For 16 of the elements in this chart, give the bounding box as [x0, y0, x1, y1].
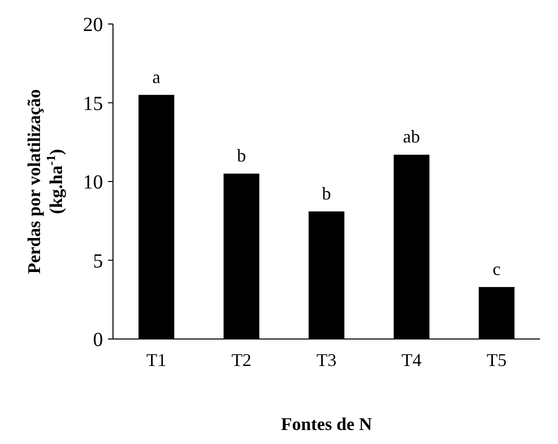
y-tick-label: 15: [83, 92, 103, 115]
x-tick-label: T3: [316, 350, 336, 370]
x-tick-label: T5: [486, 350, 507, 370]
x-tick-label: T2: [231, 350, 252, 370]
y-tick-label: 20: [83, 14, 103, 36]
x-axis-title: Fontes de N: [281, 414, 372, 434]
y-tick-label: 5: [93, 250, 103, 272]
annotation: b: [236, 146, 246, 166]
x-tick-label: T1: [146, 350, 166, 370]
annotation: a: [152, 66, 160, 87]
x-tick-label: T4: [402, 350, 422, 370]
annotation: c: [492, 259, 501, 280]
y-tick-label: 0: [93, 329, 103, 351]
annotation: b: [322, 183, 331, 204]
y-tick-label: 10: [83, 172, 103, 194]
annotation: ab: [403, 126, 420, 147]
